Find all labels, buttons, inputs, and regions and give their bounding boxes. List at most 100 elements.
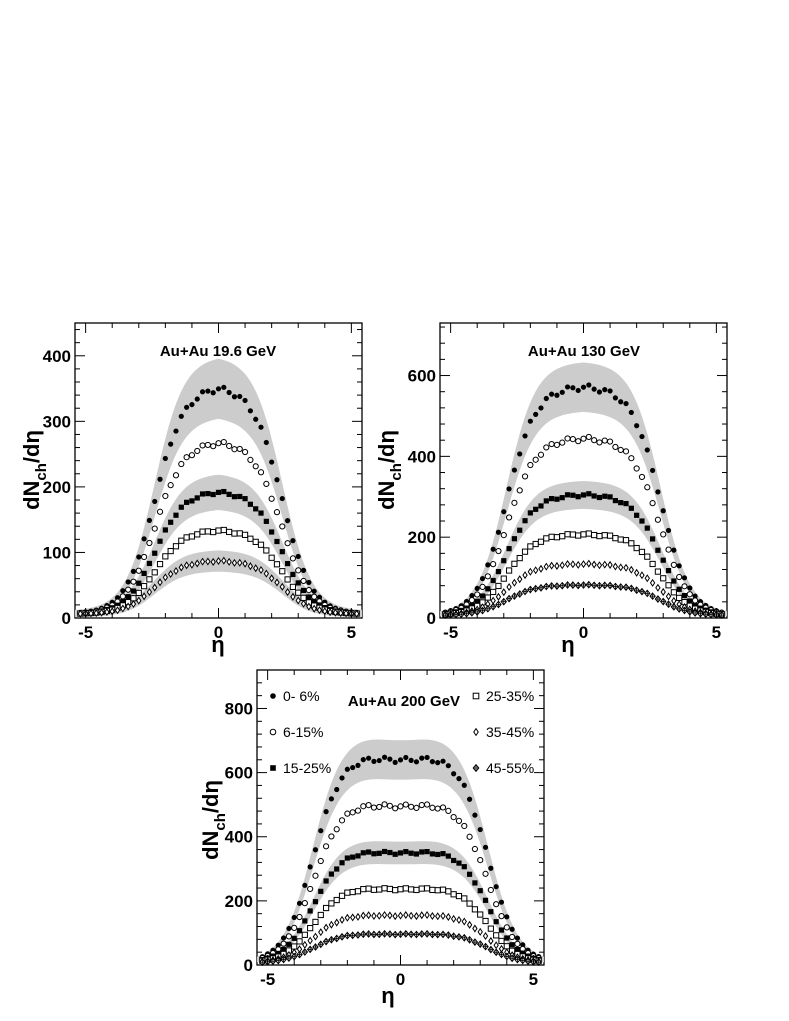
y-axis-title: dNch/dη — [19, 430, 50, 510]
open-circle-marker — [633, 465, 640, 472]
filled-circle-marker — [125, 579, 131, 585]
open-circle-marker — [445, 807, 452, 814]
legend-label: 45-55% — [486, 760, 534, 776]
crossed-diamond-marker — [472, 763, 480, 773]
filled-square-marker — [136, 580, 142, 586]
open-diamond-marker — [199, 557, 206, 566]
open-square-marker — [543, 535, 550, 542]
filled-circle-marker — [445, 763, 451, 769]
filled-circle-marker — [295, 553, 301, 560]
crossed-diamond-marker — [439, 930, 447, 939]
open-square-marker — [601, 532, 608, 539]
filled-circle-marker — [469, 592, 475, 599]
open-circle-marker — [322, 843, 330, 850]
filled-square-marker — [435, 851, 441, 858]
filled-circle-marker — [311, 588, 317, 594]
filled-circle-marker — [692, 593, 698, 599]
open-square-marker — [516, 555, 523, 562]
open-diamond-marker — [284, 588, 291, 597]
filled-circle-marker — [312, 847, 319, 853]
open-diamond-marker — [376, 911, 382, 920]
open-diamond-marker — [354, 609, 360, 618]
filled-circle-marker — [490, 546, 496, 552]
filled-square-marker — [263, 518, 269, 524]
open-square-marker — [312, 918, 319, 926]
filled-circle-marker — [509, 926, 515, 932]
filled-square-marker — [178, 504, 184, 510]
open-diamond-marker — [167, 570, 174, 579]
filled-square-marker — [397, 850, 404, 856]
open-diamond-marker — [290, 592, 296, 601]
filled-circle-marker — [334, 786, 340, 793]
y-tick-label: 800 — [225, 699, 253, 718]
open-diamond-marker — [371, 911, 377, 920]
filled-square-marker — [221, 488, 227, 495]
open-square-marker — [301, 931, 308, 938]
filled-square-marker — [456, 860, 462, 866]
filled-circle-marker — [687, 585, 693, 591]
open-circle-marker — [151, 525, 158, 532]
filled-square-marker — [162, 527, 168, 533]
filled-circle-marker — [355, 762, 361, 768]
filled-circle-marker — [634, 423, 640, 429]
y-axis-title-sub: ch — [33, 463, 50, 481]
open-square-marker — [365, 885, 372, 892]
open-diamond-marker — [440, 911, 446, 920]
legend: 0- 6% 6-15% 15-25% 25-35% 35-45% 45-55% — [269, 688, 534, 776]
crossed-diamond-marker — [606, 581, 614, 590]
filled-circle-marker — [146, 517, 153, 523]
filled-square-marker — [284, 560, 291, 567]
x-axis-title: η — [381, 983, 394, 1008]
open-square-marker — [644, 553, 651, 560]
open-circle-marker — [418, 801, 425, 809]
open-diamond-marker — [450, 914, 457, 923]
open-square-marker — [295, 589, 302, 596]
filled-circle-marker — [538, 405, 544, 411]
open-square-marker — [676, 594, 683, 601]
filled-square-marker — [687, 598, 693, 604]
open-circle-marker — [601, 437, 608, 444]
open-diamond-marker — [146, 587, 153, 597]
crossed-diamond-marker — [511, 592, 518, 601]
open-diamond-marker — [522, 571, 528, 580]
filled-square-marker — [120, 598, 126, 605]
crossed-diamond-marker — [461, 933, 468, 942]
open-square-marker — [423, 885, 431, 892]
open-square-marker — [532, 540, 539, 548]
filled-circle-marker — [397, 757, 404, 763]
filled-circle-marker — [602, 387, 608, 393]
filled-circle-marker — [199, 389, 206, 395]
filled-square-marker — [307, 908, 313, 914]
filled-square-marker — [451, 857, 457, 864]
y-axis-title-sub: ch — [212, 813, 229, 831]
crossed-diamond-marker — [306, 945, 314, 954]
open-circle-marker — [479, 583, 486, 590]
y-axis-title: dNch/dη — [374, 430, 405, 510]
filled-square-marker — [318, 888, 324, 894]
filled-circle-marker — [472, 812, 478, 818]
open-diamond-marker — [162, 573, 169, 582]
open-diamond-marker — [178, 563, 184, 572]
crossed-diamond-marker — [413, 930, 420, 939]
open-diamond-marker — [88, 609, 94, 618]
filled-square-marker — [504, 935, 510, 941]
open-circle-marker — [564, 435, 571, 442]
filled-circle-marker — [533, 411, 539, 417]
filled-square-marker — [269, 529, 275, 535]
open-diamond-marker — [554, 561, 560, 570]
open-square-marker — [418, 885, 425, 892]
filled-circle-marker — [242, 397, 248, 404]
open-circle-marker — [257, 469, 265, 476]
filled-circle-marker — [307, 864, 313, 870]
filled-square-marker — [350, 854, 356, 860]
open-diamond-marker — [328, 920, 335, 929]
open-diamond-marker — [98, 608, 105, 617]
crossed-diamond-marker — [681, 606, 688, 615]
open-square-marker — [472, 692, 480, 700]
open-square-marker — [354, 888, 362, 895]
open-diamond-marker — [237, 558, 243, 567]
open-diamond-marker — [381, 910, 388, 919]
crossed-diamond-marker — [527, 585, 534, 594]
filled-square-marker — [612, 498, 618, 504]
open-circle-marker — [527, 461, 534, 469]
